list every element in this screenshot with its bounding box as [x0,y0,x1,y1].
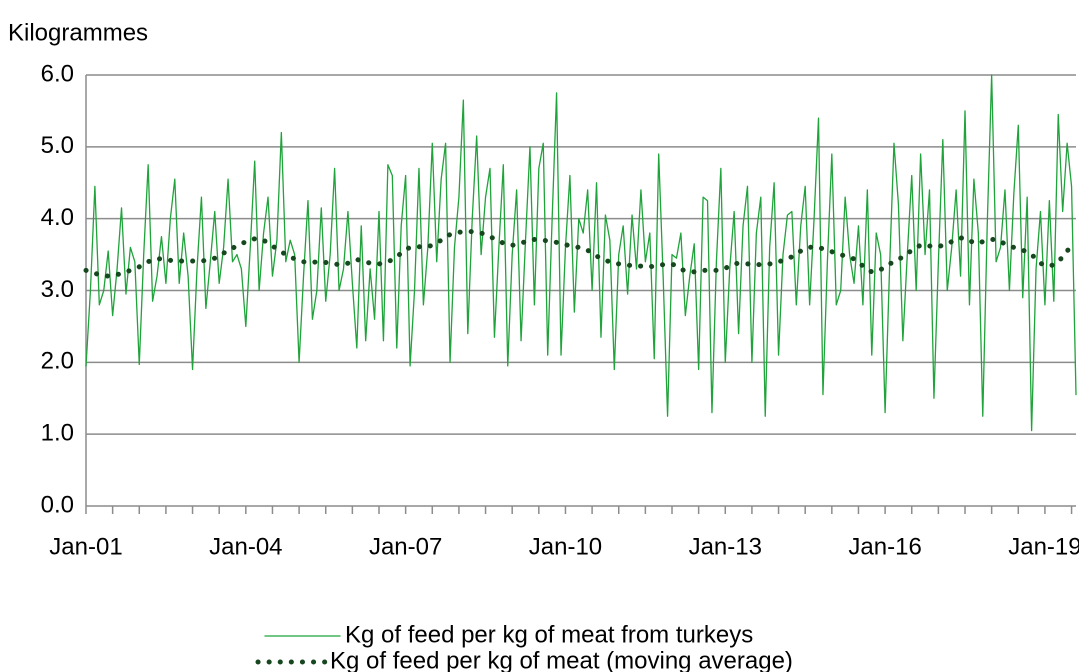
y-axis-label: Kilogrammes [8,19,148,46]
legend-label: Kg of feed per kg of meat (moving averag… [330,647,793,672]
y-tick-label: 6.0 [41,60,74,87]
x-tick-label: Jan-04 [209,533,282,560]
x-tick-label: Jan-19 [1008,533,1079,560]
x-tick-label: Jan-07 [369,533,442,560]
x-tick-label: Jan-13 [689,533,762,560]
y-tick-label: 3.0 [41,276,74,303]
y-tick-label: 1.0 [41,420,74,447]
x-tick-label: Jan-16 [848,533,921,560]
y-tick-label: 4.0 [41,204,74,231]
y-tick-label: 0.0 [41,491,74,518]
y-tick-label: 2.0 [41,348,74,375]
legend-label: Kg of feed per kg of meat from turkeys [345,621,753,648]
x-tick-label: Jan-10 [529,533,602,560]
x-tick-label: Jan-01 [49,533,122,560]
y-tick-label: 5.0 [41,132,74,159]
data-line [85,74,1077,432]
moving-average-line [83,229,1075,279]
